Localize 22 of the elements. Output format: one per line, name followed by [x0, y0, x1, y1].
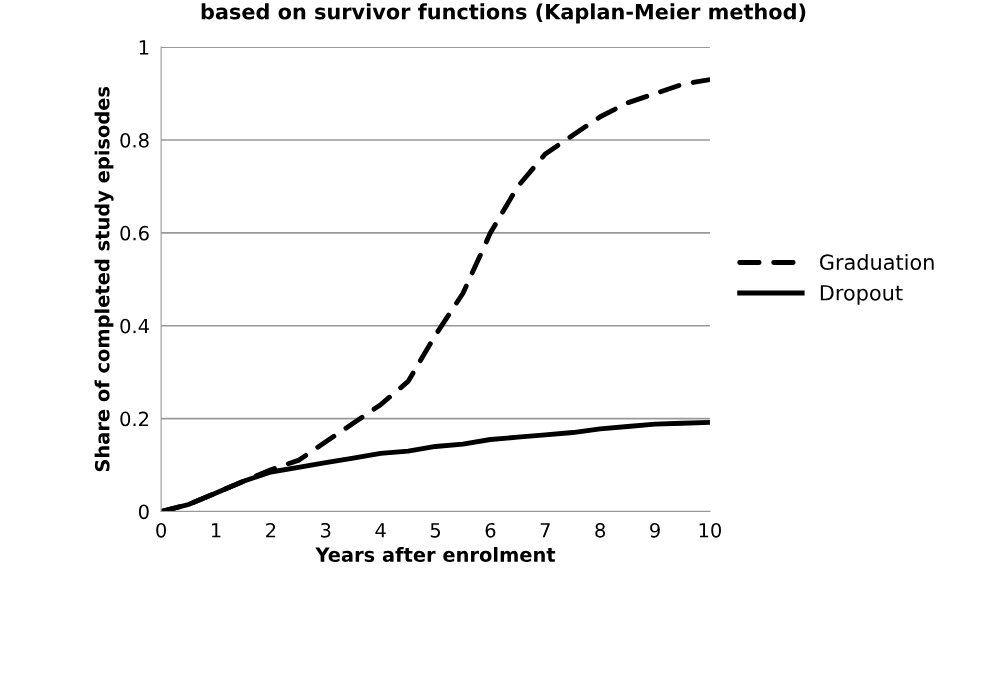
x-tick-label: 8 [595, 522, 606, 538]
x-tick-label: 3 [321, 522, 331, 538]
chart-title: based on survivor functions (Kaplan-Meier method) [201, 3, 806, 24]
x-tick-label: 4 [375, 523, 386, 538]
x-tick-label: 10 [699, 522, 722, 538]
y-tick-label: 0.8 [120, 132, 149, 148]
y-axis-title: Share of completed study episodes [94, 86, 114, 472]
x-axis-title: Years after enrolment [315, 546, 556, 563]
x-tick-label: 2 [266, 522, 276, 538]
y-tick-label: 0 [138, 504, 149, 520]
y-tick-label: 1 [139, 40, 149, 55]
y-tick-label: 0.6 [120, 225, 149, 241]
x-tick-label: 1 [211, 523, 221, 538]
y-tick-label: 0.4 [120, 318, 149, 334]
x-tick-label: 7 [540, 523, 550, 538]
y-tick-label: 0.2 [120, 411, 149, 427]
x-tick-label: 9 [650, 522, 660, 538]
legend-label: Graduation [820, 253, 934, 271]
x-tick-label: 0 [156, 522, 167, 538]
x-tick-label: 6 [485, 522, 496, 538]
legend-label: Dropout [820, 285, 903, 305]
x-tick-label: 5 [430, 523, 441, 538]
